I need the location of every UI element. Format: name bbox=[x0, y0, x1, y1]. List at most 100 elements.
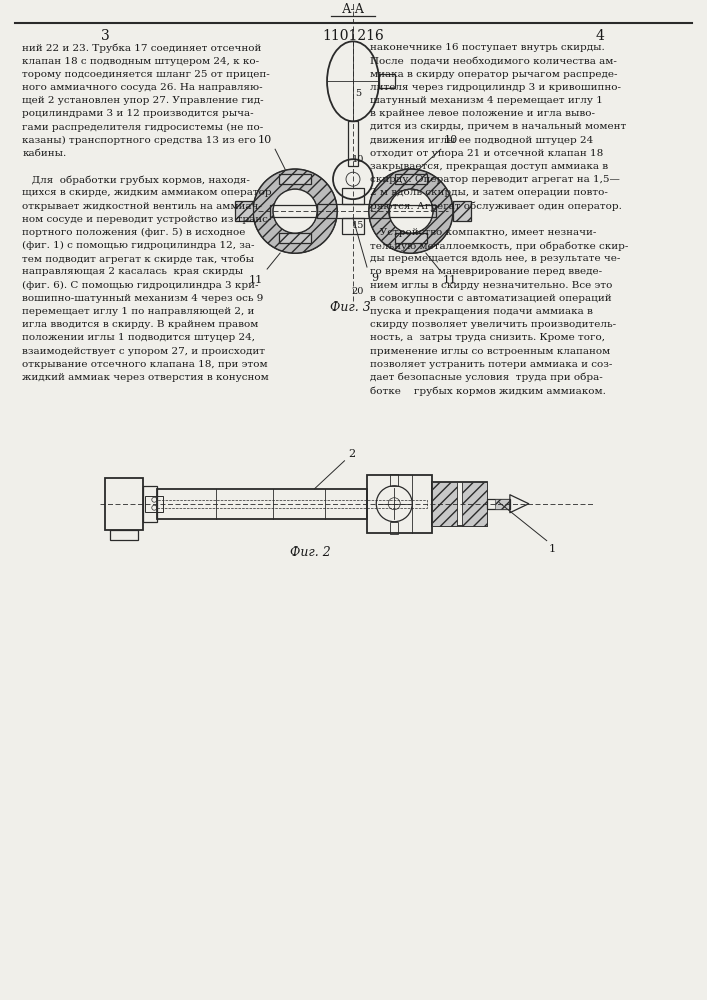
Text: 3: 3 bbox=[101, 29, 110, 43]
Bar bbox=[495, 499, 509, 509]
Bar bbox=[432, 482, 457, 526]
Text: (фиг. 6). С помощью гидроцилиндра 3 кри-: (фиг. 6). С помощью гидроцилиндра 3 кри- bbox=[23, 281, 259, 290]
Circle shape bbox=[389, 189, 433, 233]
Text: тем подводит агрегат к скирде так, чтобы: тем подводит агрегат к скирде так, чтобы bbox=[23, 254, 255, 264]
Text: лителя через гидроцилиндр 3 и кривошипно-: лителя через гидроцилиндр 3 и кривошипно… bbox=[370, 83, 621, 92]
Text: дает безопасные условия  труда при обра-: дает безопасные условия труда при обра- bbox=[370, 373, 603, 382]
Bar bbox=[395, 174, 427, 184]
Text: 9: 9 bbox=[371, 273, 378, 283]
Text: роцилиндрами 3 и 12 производится рыча-: роцилиндрами 3 и 12 производится рыча- bbox=[23, 109, 254, 118]
Bar bbox=[270, 205, 317, 217]
Text: тельную металлоемкость, при обработке скир-: тельную металлоемкость, при обработке ск… bbox=[370, 241, 629, 251]
Bar bbox=[157, 489, 367, 519]
Wedge shape bbox=[253, 169, 337, 253]
Text: открывает жидкостной вентиль на аммиач-: открывает жидкостной вентиль на аммиач- bbox=[23, 202, 262, 211]
Text: 11: 11 bbox=[249, 275, 263, 285]
Bar bbox=[389, 205, 436, 217]
Text: в совокупности с автоматизацией операций: в совокупности с автоматизацией операций bbox=[370, 294, 612, 303]
Bar bbox=[317, 204, 389, 218]
Text: казаны) транспортного средства 13 из его: казаны) транспортного средства 13 из его bbox=[23, 136, 257, 145]
Text: портного положения (фиг. 5) в исходное: портного положения (фиг. 5) в исходное bbox=[23, 228, 246, 237]
Text: взаимодействует с упором 27, и происходит: взаимодействует с упором 27, и происходи… bbox=[23, 347, 266, 356]
Text: ботке    грубых кормов жидким аммиаком.: ботке грубых кормов жидким аммиаком. bbox=[370, 386, 606, 396]
Text: закрывается, прекращая доступ аммиака в: закрывается, прекращая доступ аммиака в bbox=[370, 162, 608, 171]
Text: применение иглы со встроенным клапаном: применение иглы со встроенным клапаном bbox=[370, 347, 610, 356]
Text: открывание отсечного клапана 18, при этом: открывание отсечного клапана 18, при это… bbox=[23, 360, 268, 369]
Bar bbox=[279, 233, 311, 243]
Text: наконечнике 16 поступает внутрь скирды.: наконечнике 16 поступает внутрь скирды. bbox=[370, 43, 604, 52]
Text: ного аммиачного сосуда 26. На направляю-: ного аммиачного сосуда 26. На направляю- bbox=[23, 83, 263, 92]
Text: отходит от упора 21 и отсечной клапан 18: отходит от упора 21 и отсечной клапан 18 bbox=[370, 149, 603, 158]
Text: скирду позволяет увеличить производитель-: скирду позволяет увеличить производитель… bbox=[370, 320, 616, 329]
Text: 5: 5 bbox=[355, 89, 361, 98]
Text: ды перемещается вдоль нее, в результате че-: ды перемещается вдоль нее, в результате … bbox=[370, 254, 620, 263]
Text: 4: 4 bbox=[595, 29, 604, 43]
Circle shape bbox=[273, 189, 317, 233]
Text: нием иглы в скирду незначительно. Все это: нием иглы в скирду незначительно. Все эт… bbox=[370, 281, 612, 290]
Text: жидкий аммиак через отверстия в конусном: жидкий аммиак через отверстия в конусном bbox=[23, 373, 269, 382]
Bar bbox=[395, 233, 427, 243]
Circle shape bbox=[273, 189, 317, 233]
Bar bbox=[105, 478, 144, 530]
Text: 11: 11 bbox=[443, 275, 457, 285]
Text: 2: 2 bbox=[349, 449, 356, 459]
Text: дится из скирды, причем в начальный момент: дится из скирды, причем в начальный моме… bbox=[370, 122, 626, 131]
Bar bbox=[348, 121, 358, 166]
Wedge shape bbox=[369, 169, 453, 253]
Text: ном сосуде и переводит устройство из транс-: ном сосуде и переводит устройство из тра… bbox=[23, 215, 272, 224]
Text: А-А: А-А bbox=[341, 3, 365, 16]
Text: гами распределителя гидросистемы (не по-: гами распределителя гидросистемы (не по- bbox=[23, 122, 264, 132]
Circle shape bbox=[253, 169, 337, 253]
Text: ряются. Агрегат обслуживает один оператор.: ряются. Агрегат обслуживает один операто… bbox=[370, 202, 622, 211]
Text: позволяет устранить потери аммиака и соз-: позволяет устранить потери аммиака и соз… bbox=[370, 360, 612, 369]
Text: ний 22 и 23. Трубка 17 соединяет отсечной: ний 22 и 23. Трубка 17 соединяет отсечно… bbox=[23, 43, 262, 53]
Bar bbox=[144, 486, 157, 522]
Text: 1: 1 bbox=[549, 544, 556, 554]
Text: 10: 10 bbox=[352, 155, 364, 164]
Text: скирду. Оператор переводит агрегат на 1,5—: скирду. Оператор переводит агрегат на 1,… bbox=[370, 175, 620, 184]
Text: го время на маневрирование перед введе-: го время на маневрирование перед введе- bbox=[370, 267, 602, 276]
Text: щихся в скирде, жидким аммиаком оператор: щихся в скирде, жидким аммиаком оператор bbox=[23, 188, 272, 197]
Text: Для  обработки грубых кормов, находя-: Для обработки грубых кормов, находя- bbox=[23, 175, 250, 185]
Circle shape bbox=[389, 189, 433, 233]
Bar bbox=[279, 174, 311, 184]
Text: щей 2 установлен упор 27. Управление гид-: щей 2 установлен упор 27. Управление гид… bbox=[23, 96, 264, 105]
Bar bbox=[432, 482, 487, 526]
Bar bbox=[235, 201, 253, 221]
Text: После  подачи необходимого количества ам-: После подачи необходимого количества ам- bbox=[370, 57, 617, 66]
Bar bbox=[462, 482, 487, 526]
Text: 10: 10 bbox=[444, 135, 458, 145]
Bar bbox=[487, 499, 510, 509]
Circle shape bbox=[369, 169, 453, 253]
Bar bbox=[390, 474, 398, 486]
Text: 20: 20 bbox=[352, 287, 364, 296]
Bar bbox=[157, 500, 427, 508]
Text: вошипно-шатунный механизм 4 через ось 9: вошипно-шатунный механизм 4 через ось 9 bbox=[23, 294, 264, 303]
Bar bbox=[146, 496, 163, 512]
Text: Фиг. 3: Фиг. 3 bbox=[329, 301, 370, 314]
Bar bbox=[390, 522, 398, 534]
Bar bbox=[342, 188, 364, 204]
Text: клапан 18 с подводным штуцером 24, к ко-: клапан 18 с подводным штуцером 24, к ко- bbox=[23, 57, 259, 66]
Bar bbox=[342, 218, 364, 234]
Text: направляющая 2 касалась  края скирды: направляющая 2 касалась края скирды bbox=[23, 267, 244, 276]
Text: кабины.: кабины. bbox=[23, 149, 66, 158]
Text: ность, а  затры труда снизить. Кроме того,: ность, а затры труда снизить. Кроме того… bbox=[370, 333, 605, 342]
Text: Устройство компактно, имеет незначи-: Устройство компактно, имеет незначи- bbox=[370, 228, 596, 237]
Text: (фиг. 1) с помощью гидроцилиндра 12, за-: (фиг. 1) с помощью гидроцилиндра 12, за- bbox=[23, 241, 255, 250]
Text: в крайнее левое положение и игла выво-: в крайнее левое положение и игла выво- bbox=[370, 109, 595, 118]
Text: перемещает иглу 1 по направляющей 2, и: перемещает иглу 1 по направляющей 2, и bbox=[23, 307, 255, 316]
Text: миака в скирду оператор рычагом распреде-: миака в скирду оператор рычагом распреде… bbox=[370, 70, 617, 79]
Text: 1101216: 1101216 bbox=[322, 29, 384, 43]
Text: пуска и прекращения подачи аммиака в: пуска и прекращения подачи аммиака в bbox=[370, 307, 593, 316]
Text: 2 м вдоль скирды, и затем операции повто-: 2 м вдоль скирды, и затем операции повто… bbox=[370, 188, 608, 197]
Text: Фиг. 2: Фиг. 2 bbox=[290, 546, 330, 559]
Bar bbox=[367, 475, 432, 533]
Text: 15: 15 bbox=[352, 221, 364, 230]
Text: положении иглы 1 подводится штуцер 24,: положении иглы 1 подводится штуцер 24, bbox=[23, 333, 255, 342]
Bar bbox=[379, 74, 395, 88]
Bar bbox=[453, 201, 471, 221]
Text: шатунный механизм 4 перемещает иглу 1: шатунный механизм 4 перемещает иглу 1 bbox=[370, 96, 603, 105]
Bar bbox=[110, 530, 139, 540]
Text: движения иглы ее подводной штуцер 24: движения иглы ее подводной штуцер 24 bbox=[370, 136, 593, 145]
